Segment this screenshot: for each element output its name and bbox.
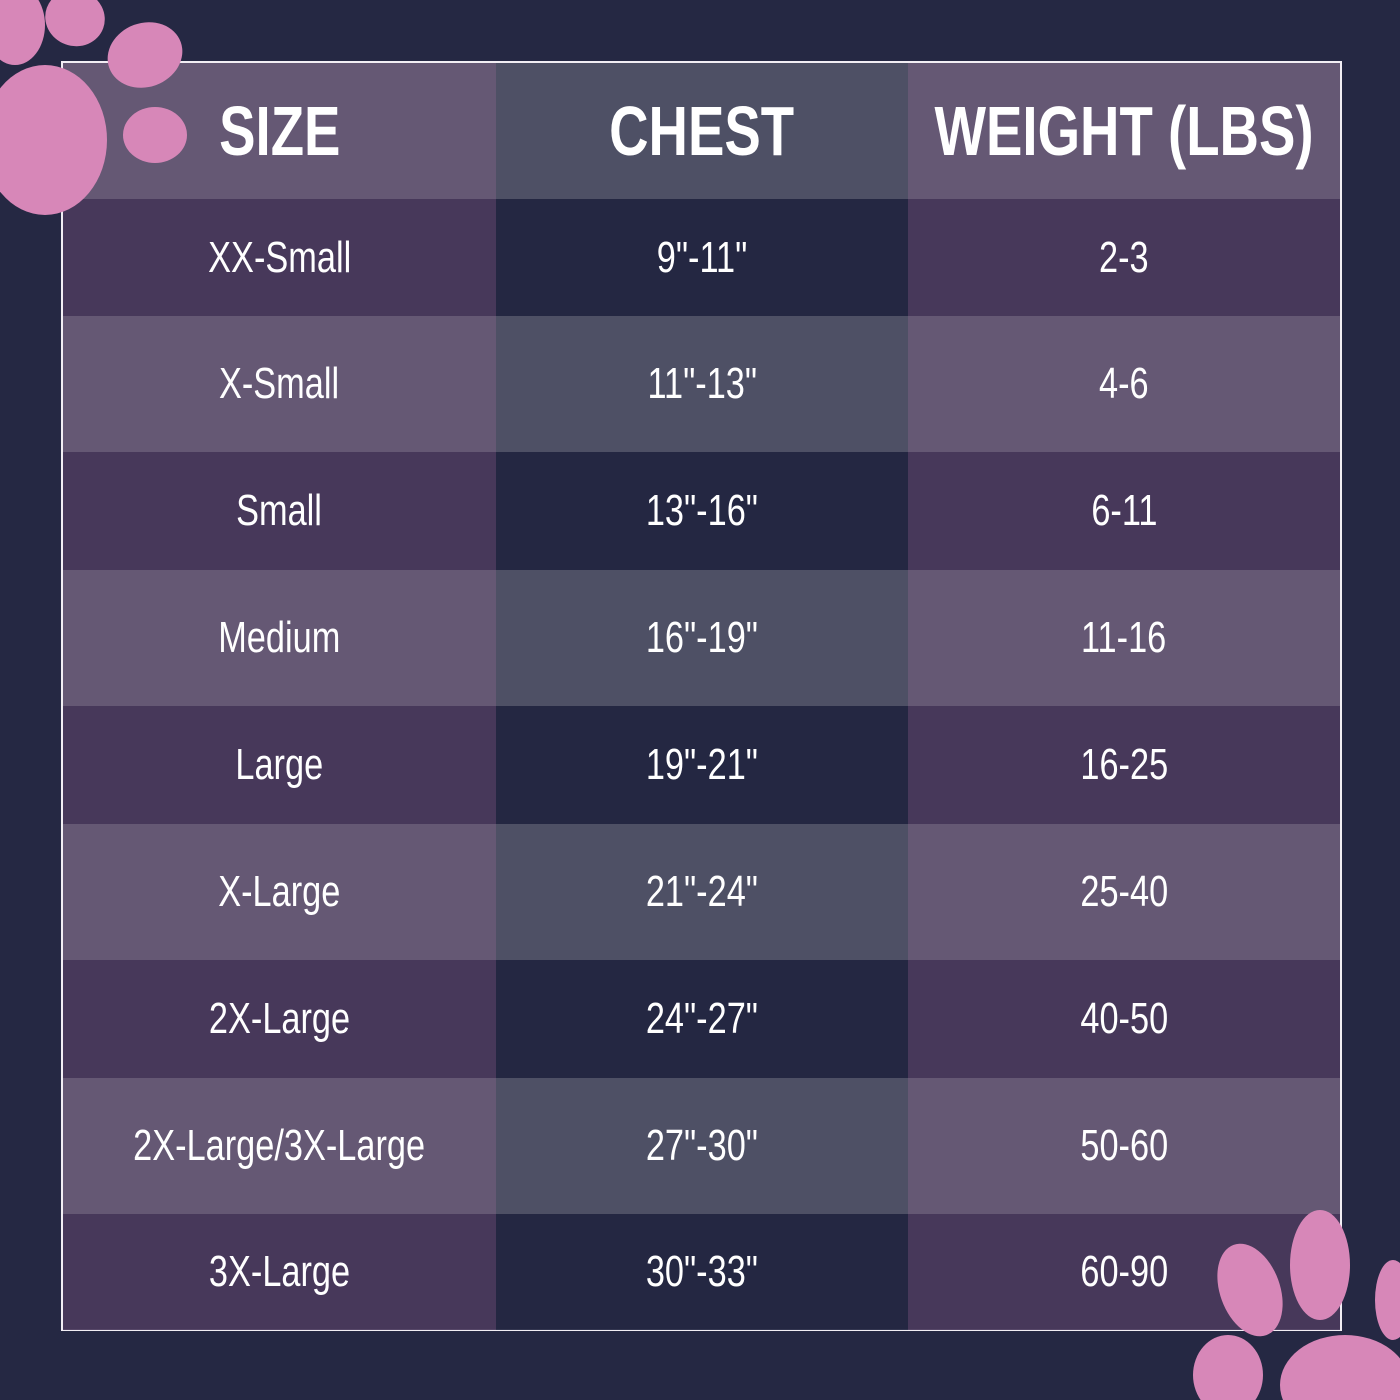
size-cell: X-Small bbox=[63, 316, 496, 452]
header-label: WEIGHT (LBS) bbox=[934, 92, 1314, 170]
cell-text: 30"-33" bbox=[645, 1247, 759, 1296]
cell-text: 2X-Large/3X-Large bbox=[133, 1121, 426, 1170]
chest-cell: 13"-16" bbox=[496, 452, 908, 570]
weight-cell: 11-16 bbox=[908, 570, 1340, 706]
weight-cell: 2-3 bbox=[908, 199, 1340, 316]
chest-cell: 9"-11" bbox=[496, 199, 908, 316]
size-cell: Medium bbox=[63, 570, 496, 706]
cell-text: 3X-Large bbox=[208, 1247, 351, 1296]
cell-text: Small bbox=[236, 486, 323, 535]
cell-text: 11-16 bbox=[1081, 613, 1167, 662]
weight-cell: 16-25 bbox=[908, 706, 1340, 824]
cell-text: 2X-Large bbox=[208, 994, 351, 1043]
cell-text: 25-40 bbox=[1080, 867, 1168, 916]
size-cell: XX-Small bbox=[63, 199, 496, 316]
chest-cell: 19"-21" bbox=[496, 706, 908, 824]
cell-text: 4-6 bbox=[1099, 359, 1149, 408]
size-cell: 3X-Large bbox=[63, 1214, 496, 1330]
header-size: SIZE bbox=[63, 63, 496, 199]
size-cell: Small bbox=[63, 452, 496, 570]
cell-text: 9"-11" bbox=[656, 232, 748, 282]
cell-text: 24"-27" bbox=[645, 994, 759, 1043]
chest-cell: 21"-24" bbox=[496, 824, 908, 960]
cell-text: 6-11 bbox=[1090, 486, 1158, 535]
cell-text: 11"-13" bbox=[647, 359, 757, 408]
cell-text: Medium bbox=[218, 613, 341, 662]
cell-text: 16-25 bbox=[1080, 740, 1168, 789]
header-label: CHEST bbox=[609, 92, 795, 170]
cell-text: 60-90 bbox=[1080, 1247, 1168, 1296]
weight-cell: 60-90 bbox=[908, 1214, 1340, 1330]
chest-cell: 11"-13" bbox=[496, 316, 908, 452]
chest-cell: 30"-33" bbox=[496, 1214, 908, 1330]
size-cell: Large bbox=[63, 706, 496, 824]
weight-cell: 6-11 bbox=[908, 452, 1340, 570]
cell-text: 19"-21" bbox=[645, 740, 759, 789]
chest-cell: 27"-30" bbox=[496, 1078, 908, 1214]
header-chest: CHEST bbox=[496, 63, 908, 199]
header-weight: WEIGHT (LBS) bbox=[908, 63, 1340, 199]
cell-text: 2-3 bbox=[1099, 232, 1149, 282]
cell-text: 50-60 bbox=[1080, 1121, 1168, 1170]
cell-text: XX-Small bbox=[207, 232, 352, 282]
chest-cell: 24"-27" bbox=[496, 960, 908, 1078]
cell-text: X-Small bbox=[219, 359, 340, 408]
size-cell: 2X-Large bbox=[63, 960, 496, 1078]
cell-text: X-Large bbox=[218, 867, 341, 916]
cell-text: Large bbox=[235, 740, 324, 789]
cell-text: 16"-19" bbox=[645, 613, 759, 662]
weight-cell: 40-50 bbox=[908, 960, 1340, 1078]
size-chart-table: SIZE CHEST WEIGHT (LBS) XX-Small 9"-11" 2-… bbox=[61, 61, 1342, 1331]
weight-cell: 50-60 bbox=[908, 1078, 1340, 1214]
cell-text: 27"-30" bbox=[645, 1121, 759, 1170]
header-label: SIZE bbox=[218, 92, 341, 170]
cell-text: 13"-16" bbox=[645, 486, 759, 535]
chest-cell: 16"-19" bbox=[496, 570, 908, 706]
cell-text: 40-50 bbox=[1080, 994, 1168, 1043]
size-cell: 2X-Large/3X-Large bbox=[63, 1078, 496, 1214]
weight-cell: 25-40 bbox=[908, 824, 1340, 960]
size-cell: X-Large bbox=[63, 824, 496, 960]
cell-text: 21"-24" bbox=[645, 867, 759, 916]
weight-cell: 4-6 bbox=[908, 316, 1340, 452]
